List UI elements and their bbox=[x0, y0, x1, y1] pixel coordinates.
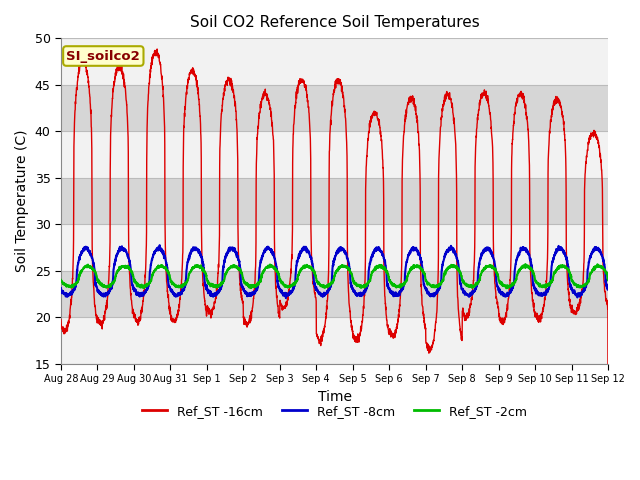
Y-axis label: Soil Temperature (C): Soil Temperature (C) bbox=[15, 130, 29, 272]
Title: Soil CO2 Reference Soil Temperatures: Soil CO2 Reference Soil Temperatures bbox=[189, 15, 479, 30]
Bar bbox=[61, 271, 608, 317]
X-axis label: Time: Time bbox=[317, 390, 351, 404]
Text: SI_soilco2: SI_soilco2 bbox=[67, 49, 140, 62]
Bar bbox=[61, 224, 608, 271]
Bar bbox=[61, 38, 608, 84]
Legend: Ref_ST -16cm, Ref_ST -8cm, Ref_ST -2cm: Ref_ST -16cm, Ref_ST -8cm, Ref_ST -2cm bbox=[137, 400, 532, 422]
Bar bbox=[61, 317, 608, 364]
Bar bbox=[61, 131, 608, 178]
Bar bbox=[61, 178, 608, 224]
Bar bbox=[61, 84, 608, 131]
